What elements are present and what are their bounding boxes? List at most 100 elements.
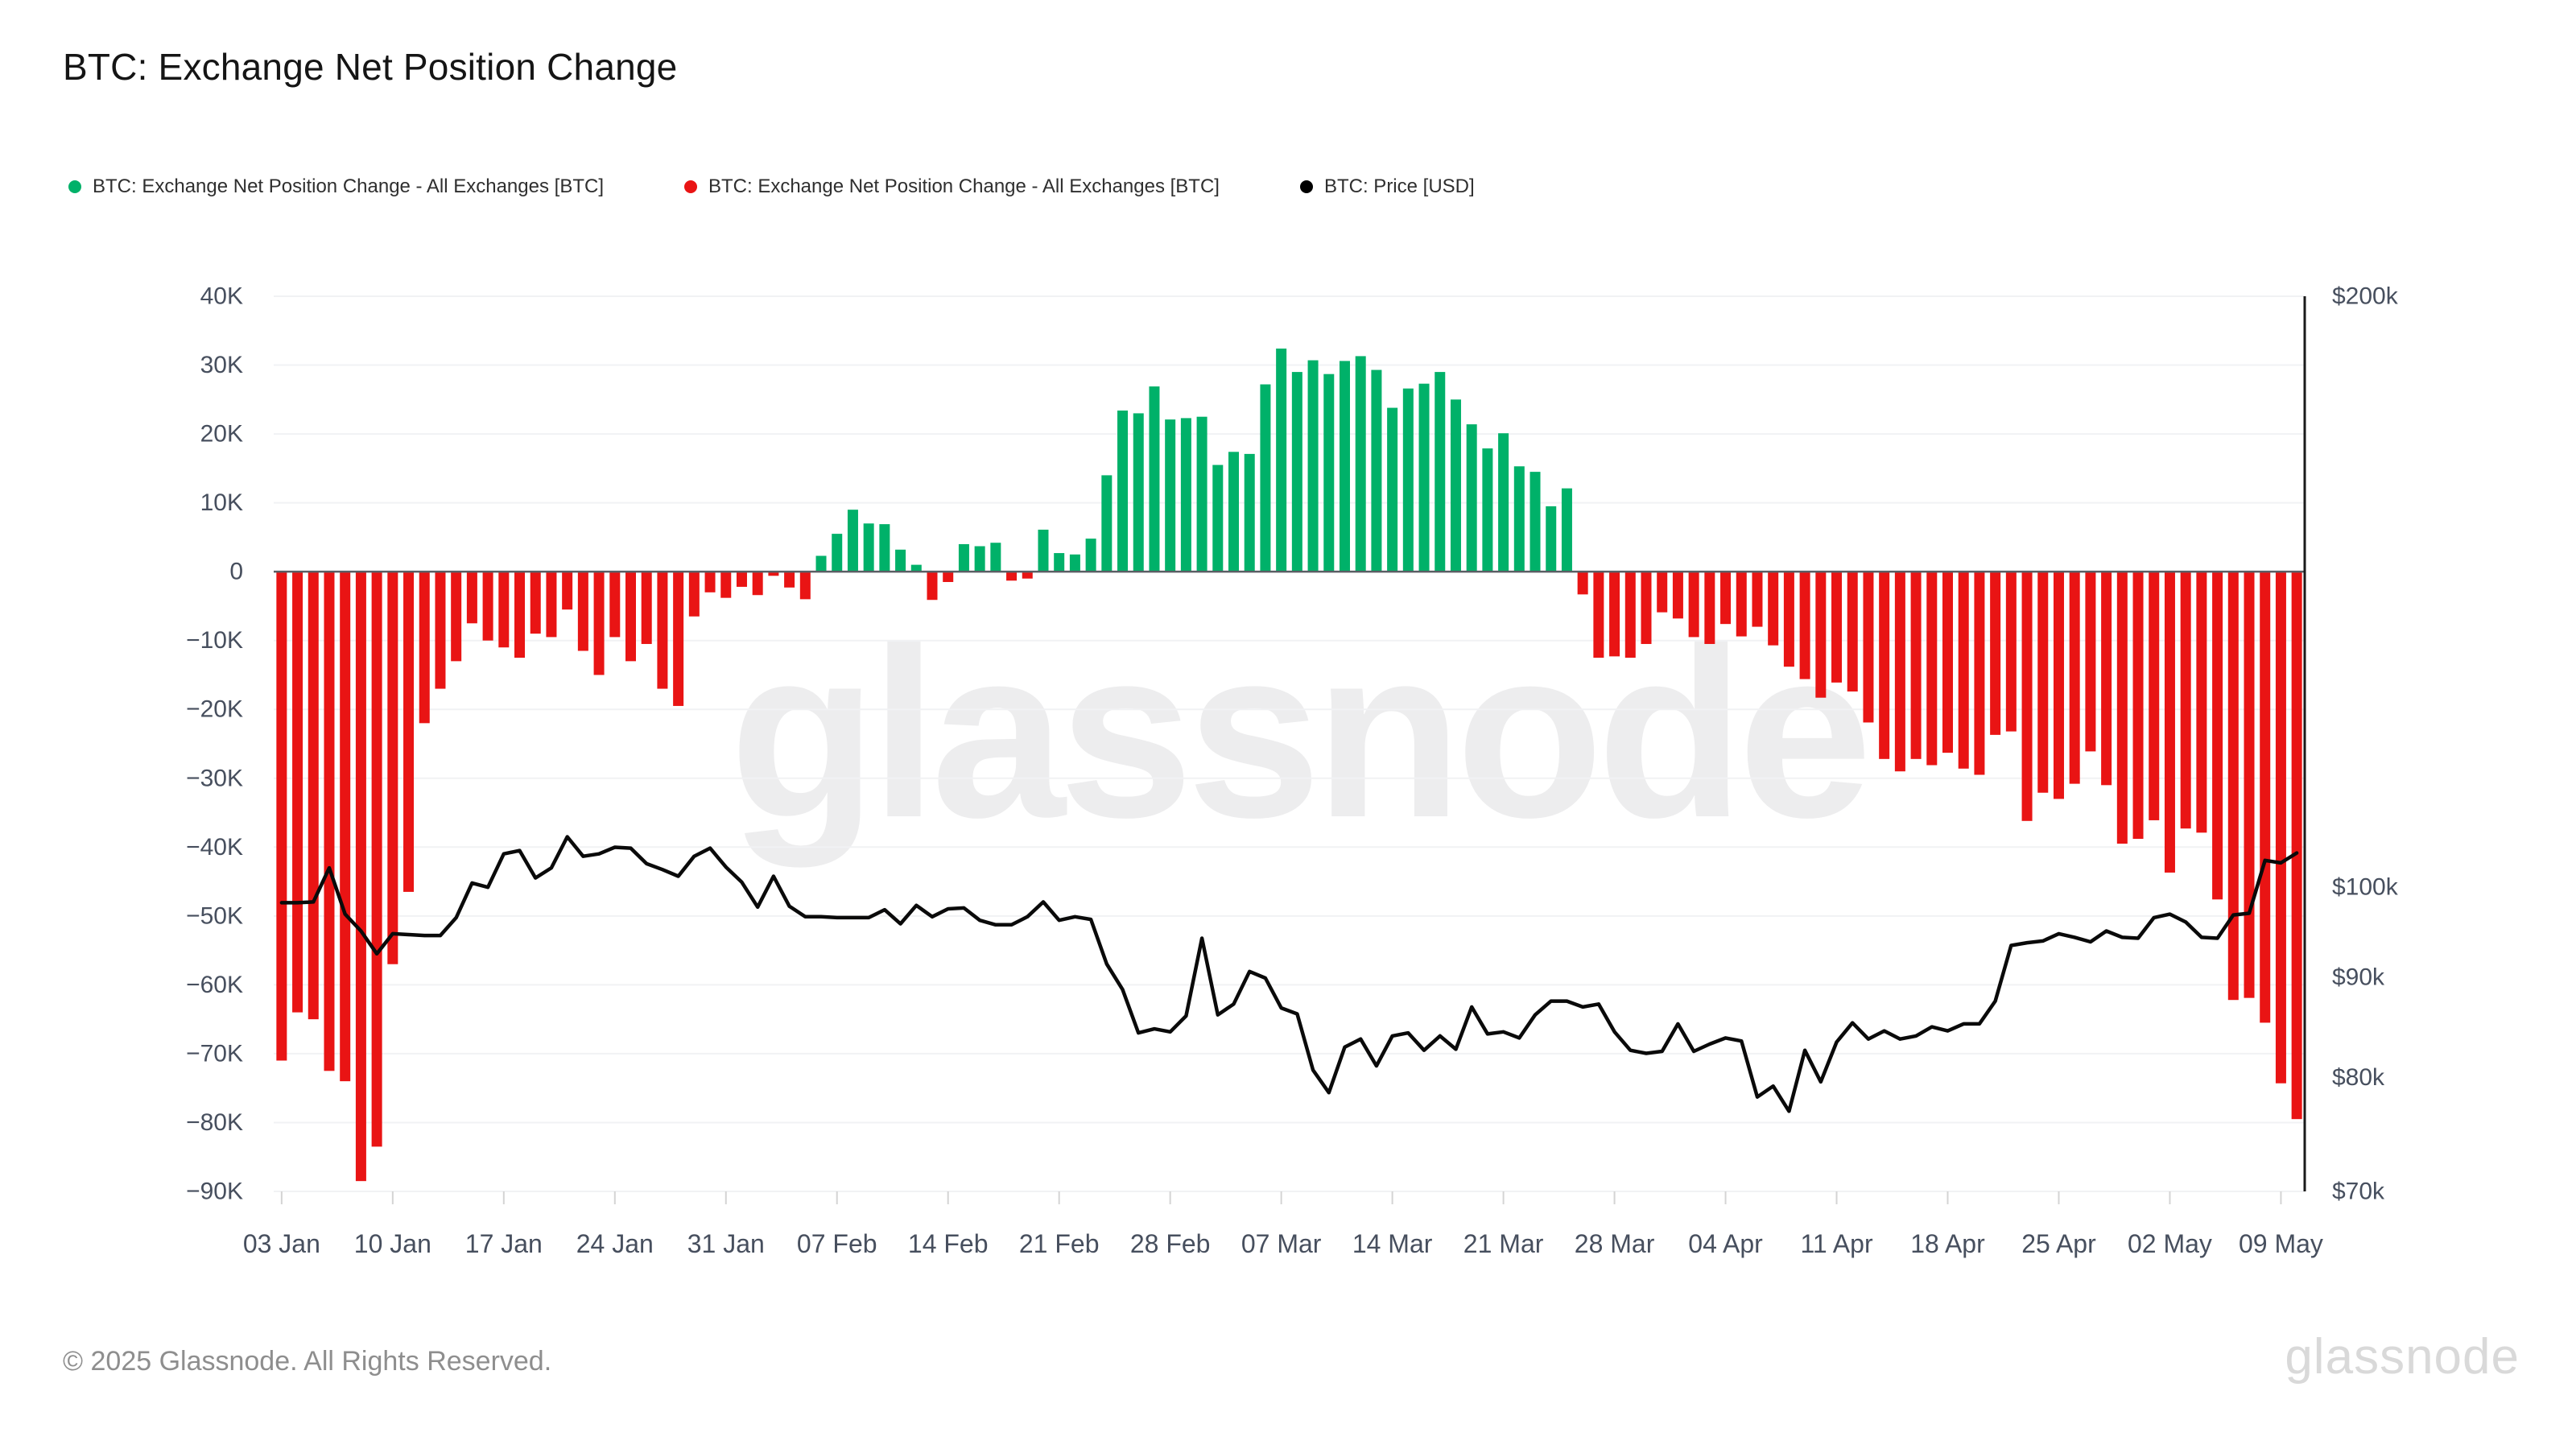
x-axis-label: 03 Jan	[243, 1229, 320, 1258]
y-axis-label-left: −60K	[186, 972, 243, 998]
net-change-bar	[609, 572, 621, 638]
glassnode-logo: glassnode	[2285, 1329, 2520, 1385]
net-change-bar	[1085, 539, 1096, 572]
net-change-bar	[1165, 419, 1176, 572]
net-change-bar	[832, 534, 843, 572]
net-change-bar	[1418, 383, 1430, 572]
legend-item-net-position-outflow[interactable]: BTC: Exchange Net Position Change - All …	[683, 175, 1220, 198]
net-change-bar	[1657, 572, 1668, 613]
net-change-bar	[1069, 554, 1080, 572]
net-change-bar	[704, 572, 716, 592]
net-change-bar	[1291, 372, 1302, 572]
net-change-bar	[1323, 374, 1335, 572]
net-change-bar	[1593, 572, 1604, 658]
x-axis-label: 21 Feb	[1019, 1229, 1100, 1258]
net-change-bar	[958, 543, 969, 572]
y-axis-label-left: 20K	[200, 421, 243, 448]
legend-item-btc-price[interactable]: BTC: Price [USD]	[1299, 175, 1475, 198]
net-change-bar	[752, 572, 763, 596]
net-change-bar	[308, 572, 319, 1020]
net-change-bar	[2069, 572, 2080, 784]
net-change-bar	[1180, 418, 1191, 572]
net-change-bar	[1561, 488, 1572, 572]
net-change-bar	[2275, 572, 2286, 1084]
net-change-bar	[514, 572, 526, 658]
net-change-bar	[1260, 384, 1271, 572]
page-title: BTC: Exchange Net Position Change	[63, 46, 678, 88]
net-change-bar	[1831, 572, 1843, 683]
net-change-bar	[625, 572, 636, 662]
net-change-bar	[1815, 572, 1827, 698]
y-axis-label-right: $90k	[2332, 964, 2385, 990]
y-axis-label-left: 40K	[200, 283, 243, 310]
y-axis-label-left: −80K	[186, 1109, 243, 1136]
y-axis-label-left: 30K	[200, 352, 243, 378]
net-change-bar	[1133, 413, 1144, 572]
red-dot-icon	[683, 180, 697, 193]
y-axis-label-left: −40K	[186, 834, 243, 861]
net-change-bar	[2180, 572, 2191, 829]
net-change-bar	[1926, 572, 1938, 766]
net-change-bar	[2053, 572, 2064, 799]
net-change-bar	[1435, 372, 1446, 572]
net-change-bar	[562, 572, 573, 610]
y-axis-label-right: $100k	[2332, 874, 2399, 901]
net-change-bar	[403, 572, 415, 892]
net-change-bar	[688, 572, 700, 617]
net-change-bar	[1990, 572, 2001, 735]
net-change-bar	[2164, 572, 2175, 873]
net-change-bar	[1752, 572, 1763, 627]
net-change-bar	[2085, 572, 2096, 752]
net-change-bar	[530, 572, 541, 634]
net-change-bar	[498, 572, 510, 648]
net-change-bar	[1641, 572, 1652, 644]
net-change-bar	[1942, 572, 1954, 753]
net-change-bar	[1847, 572, 1858, 691]
x-axis-label: 02 May	[2128, 1229, 2212, 1258]
net-change-bar	[1863, 572, 1874, 723]
net-change-bar	[1244, 453, 1255, 572]
net-change-bar	[1466, 424, 1477, 572]
net-change-bar	[1196, 416, 1208, 572]
y-axis-label-left: −30K	[186, 765, 243, 791]
x-axis-label: 28 Mar	[1575, 1229, 1655, 1258]
net-change-bar	[577, 572, 588, 651]
net-change-bar	[435, 572, 446, 689]
net-change-bar	[879, 524, 890, 572]
net-change-bar	[799, 572, 811, 600]
net-change-bar	[1149, 386, 1160, 572]
net-change-bar	[1387, 407, 1398, 572]
x-axis-label: 14 Feb	[908, 1229, 989, 1258]
net-change-bar	[1054, 553, 1065, 572]
net-change-bar	[1355, 356, 1366, 572]
legend-label: BTC: Price [USD]	[1323, 175, 1475, 197]
legend-label: BTC: Exchange Net Position Change - All …	[708, 175, 1220, 197]
net-change-bar	[720, 572, 732, 598]
x-axis-label: 07 Mar	[1241, 1229, 1322, 1258]
x-axis-label: 24 Jan	[576, 1229, 654, 1258]
net-change-bar	[910, 564, 922, 572]
net-change-bar	[593, 572, 605, 675]
x-axis-label: 07 Feb	[797, 1229, 877, 1258]
legend-item-net-position-inflow[interactable]: BTC: Exchange Net Position Change - All …	[68, 175, 604, 198]
net-change-bar	[371, 572, 382, 1147]
net-change-bar	[1609, 572, 1620, 657]
net-change-bar	[1910, 572, 1922, 759]
net-change-bar	[1513, 466, 1525, 572]
net-change-bar	[1672, 572, 1683, 619]
net-change-bar	[451, 572, 462, 662]
green-dot-icon	[68, 180, 81, 193]
net-change-bar	[2101, 572, 2112, 786]
net-change-bar	[1117, 410, 1129, 572]
net-change-bar	[673, 572, 684, 706]
net-change-bar	[1101, 475, 1113, 572]
net-change-bar	[1038, 529, 1049, 572]
net-change-bar	[2037, 572, 2049, 793]
net-change-bar	[1006, 572, 1018, 581]
net-change-bar	[1799, 572, 1810, 679]
net-change-bar	[2196, 572, 2207, 833]
net-change-bar	[355, 572, 366, 1182]
net-change-bar	[1768, 572, 1779, 646]
x-axis-label: 25 Apr	[2021, 1229, 2096, 1258]
